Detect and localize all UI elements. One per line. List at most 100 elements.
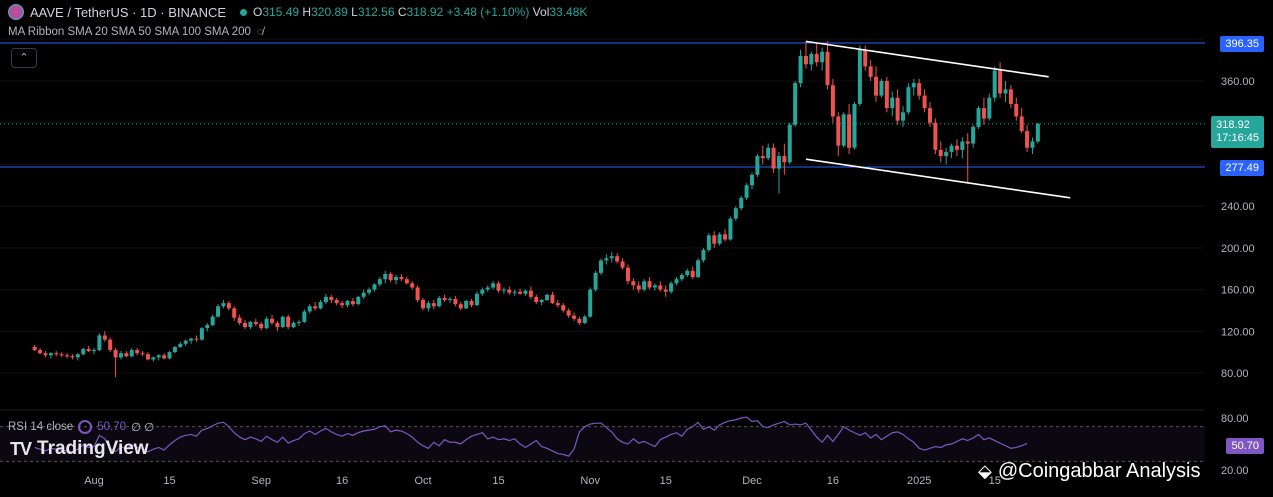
candle-body <box>507 289 512 293</box>
collapse-legend-button[interactable]: ⌃ <box>11 48 37 68</box>
candle-body <box>723 234 728 240</box>
candle-body <box>814 53 819 63</box>
candle-body <box>361 292 366 297</box>
channel-lower-line <box>805 158 1071 199</box>
candle-body <box>394 277 399 281</box>
candle-body <box>631 281 636 286</box>
candle-body <box>696 260 701 278</box>
y-tick-label: 160.00 <box>1221 285 1255 297</box>
candle-body <box>938 149 943 157</box>
symbol-title[interactable]: AAVE / TetherUS · 1D · BINANCE <box>30 4 227 20</box>
candle-body <box>264 318 269 329</box>
candle-body <box>1019 116 1024 132</box>
candle-body <box>534 296 539 303</box>
candle-body <box>728 218 733 240</box>
candle-body <box>652 285 657 288</box>
candle-body <box>216 306 221 317</box>
candle-body <box>221 303 226 307</box>
candle-body <box>620 261 625 268</box>
candle-body <box>372 284 377 290</box>
candle-body <box>971 126 976 144</box>
candle-body <box>388 273 393 281</box>
candle-body <box>965 141 970 144</box>
eye-off-icon[interactable]: ◌̸ <box>256 26 264 38</box>
candle-body <box>949 145 954 152</box>
chart-grid <box>0 38 1205 411</box>
candle-body <box>421 300 425 309</box>
candle-body <box>701 249 706 261</box>
candle-body <box>410 283 415 288</box>
volume-label: Vol <box>532 5 550 19</box>
candle-body <box>987 97 992 119</box>
x-tick-label: Oct <box>414 475 431 487</box>
candle-body <box>183 340 188 344</box>
candle-body <box>793 83 798 125</box>
low-value: 312.56 <box>357 5 395 19</box>
upper-level-tag: 396.35 <box>1220 36 1264 52</box>
candle-body <box>528 290 533 297</box>
close-value: 318.92 <box>406 5 444 19</box>
candle-body <box>615 256 620 262</box>
candle-body <box>868 66 873 77</box>
channel-upper-line <box>805 40 1049 78</box>
candle-body <box>453 298 458 305</box>
y-tick-label: 240.00 <box>1221 201 1255 213</box>
candle-countdown: 17:16:45 <box>1216 132 1259 144</box>
candle-body <box>469 301 474 306</box>
candle-body <box>102 335 107 340</box>
candle-body <box>307 306 312 312</box>
candles[interactable] <box>32 41 1040 378</box>
rsi-label: RSI 14 close <box>8 421 74 433</box>
candle-body <box>1003 89 1008 94</box>
rsi-icon <box>78 420 93 434</box>
rsi-band <box>0 426 1205 462</box>
close-label: C <box>397 5 407 19</box>
candle-body <box>539 300 544 303</box>
candle-body <box>642 281 647 290</box>
candle-body <box>679 274 684 280</box>
candle-body <box>48 353 53 356</box>
candle-body <box>442 297 447 300</box>
trend-channel[interactable] <box>805 40 1071 199</box>
volume-value: 33.48K <box>549 5 588 19</box>
candle-body <box>1030 141 1035 148</box>
candle-body <box>572 315 577 319</box>
rsi-value-tag: 50.70 <box>1226 438 1264 454</box>
candle-body <box>863 49 868 67</box>
x-tick-label: 15 <box>989 475 1001 487</box>
candle-body <box>118 353 123 358</box>
candle-body <box>803 55 808 65</box>
current-price-tag: 318.92 17:16:45 <box>1211 116 1264 148</box>
candle-body <box>81 349 86 355</box>
candle-body <box>555 303 560 306</box>
candle-body <box>998 70 1003 94</box>
indicator-legend[interactable]: MA Ribbon SMA 20 SMA 50 SMA 100 SMA 200 … <box>8 26 263 38</box>
watermark-text: @Coingabbar Analysis <box>997 460 1201 482</box>
candle-body <box>280 316 285 328</box>
candle-body <box>717 234 722 244</box>
candle-body <box>593 272 598 290</box>
candle-body <box>383 273 388 280</box>
candle-body <box>43 353 48 356</box>
candle-body <box>167 352 172 359</box>
candle-body <box>189 338 194 341</box>
candle-body <box>237 317 242 323</box>
candle-body <box>566 310 571 316</box>
candle-body <box>318 302 323 309</box>
candle-body <box>199 328 204 340</box>
candle-body <box>1035 123 1040 142</box>
candle-body <box>269 318 274 323</box>
candle-body <box>658 285 663 290</box>
low-label: L <box>351 5 358 19</box>
candle-body <box>286 316 291 328</box>
candle-body <box>976 108 981 127</box>
candle-body <box>836 116 841 146</box>
candle-body <box>981 108 986 119</box>
candle-body <box>604 258 609 261</box>
candle-body <box>739 197 744 209</box>
candle-body <box>491 283 496 288</box>
candle-body <box>609 256 614 259</box>
candle-body <box>901 112 906 121</box>
tradingview-logo-text: TradingView <box>37 438 149 459</box>
